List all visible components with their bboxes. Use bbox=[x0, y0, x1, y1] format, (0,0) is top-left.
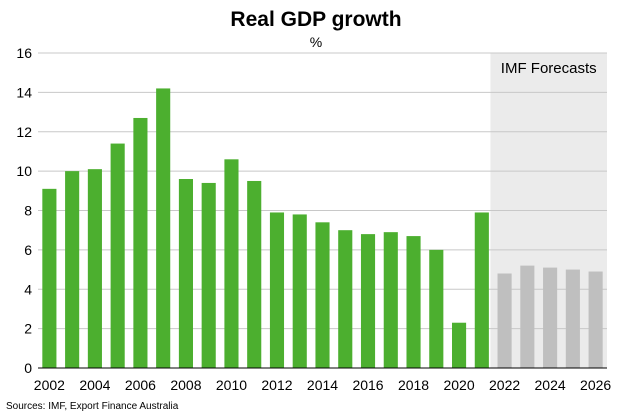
y-tick-label: 8 bbox=[24, 203, 32, 219]
bar-2011 bbox=[247, 180, 262, 368]
x-tick-label: 2018 bbox=[398, 377, 429, 393]
bar-2007 bbox=[156, 88, 171, 368]
bar-2014 bbox=[315, 222, 330, 368]
x-tick-label: 2016 bbox=[352, 377, 383, 393]
bar-2020 bbox=[452, 322, 467, 368]
bar-2003 bbox=[65, 171, 80, 368]
y-axis-ticks: 0 2 4 6 8 10 12 14 16 bbox=[16, 45, 32, 376]
x-tick-label: 2004 bbox=[79, 377, 110, 393]
forecast-label: IMF Forecasts bbox=[501, 60, 597, 77]
y-tick-label: 16 bbox=[16, 45, 32, 61]
y-tick-label: 12 bbox=[16, 124, 32, 140]
bar-2026 bbox=[588, 271, 603, 368]
bar-2009 bbox=[201, 182, 216, 368]
bar-2022 bbox=[497, 273, 512, 368]
y-tick-label: 14 bbox=[16, 84, 32, 100]
bar-2019 bbox=[429, 249, 444, 368]
source-note: Sources: IMF, Export Finance Australia bbox=[6, 401, 179, 412]
x-tick-label: 2024 bbox=[535, 377, 566, 393]
x-axis-ticks: 2002 2004 2006 2008 2010 2012 2014 2016 2018 2020… bbox=[34, 377, 612, 393]
bar-2023 bbox=[520, 265, 535, 368]
x-tick-label: 2002 bbox=[34, 377, 65, 393]
x-tick-label: 2022 bbox=[489, 377, 520, 393]
bar-2017 bbox=[383, 232, 398, 368]
x-tick-label: 2020 bbox=[443, 377, 474, 393]
bar-2006 bbox=[133, 117, 148, 368]
bar-2018 bbox=[406, 236, 421, 368]
x-tick-label: 2008 bbox=[170, 377, 201, 393]
bar-2025 bbox=[565, 269, 580, 368]
bar-2024 bbox=[543, 267, 558, 368]
y-tick-label: 10 bbox=[16, 163, 32, 179]
bar-2002 bbox=[42, 188, 57, 368]
bar-2015 bbox=[338, 230, 353, 368]
bar-2012 bbox=[269, 212, 285, 368]
chart-subtitle: % bbox=[310, 34, 322, 50]
chart-title: Real GDP growth bbox=[230, 8, 401, 31]
y-tick-label: 6 bbox=[24, 242, 32, 258]
bar-2004 bbox=[87, 169, 102, 368]
bar-2008 bbox=[178, 179, 193, 368]
y-tick-label: 4 bbox=[24, 281, 32, 297]
x-tick-label: 2006 bbox=[125, 377, 156, 393]
x-tick-label: 2026 bbox=[580, 377, 611, 393]
bar-2016 bbox=[360, 234, 376, 368]
y-tick-label: 0 bbox=[24, 360, 32, 376]
bar-2010 bbox=[224, 159, 239, 368]
x-tick-label: 2010 bbox=[216, 377, 247, 393]
x-tick-label: 2014 bbox=[307, 377, 338, 393]
x-tick-label: 2012 bbox=[261, 377, 292, 393]
bar-2021 bbox=[474, 212, 489, 368]
bar-2005 bbox=[110, 143, 125, 368]
bar-2013 bbox=[292, 214, 307, 368]
bars bbox=[42, 88, 603, 368]
y-tick-label: 2 bbox=[24, 321, 32, 337]
